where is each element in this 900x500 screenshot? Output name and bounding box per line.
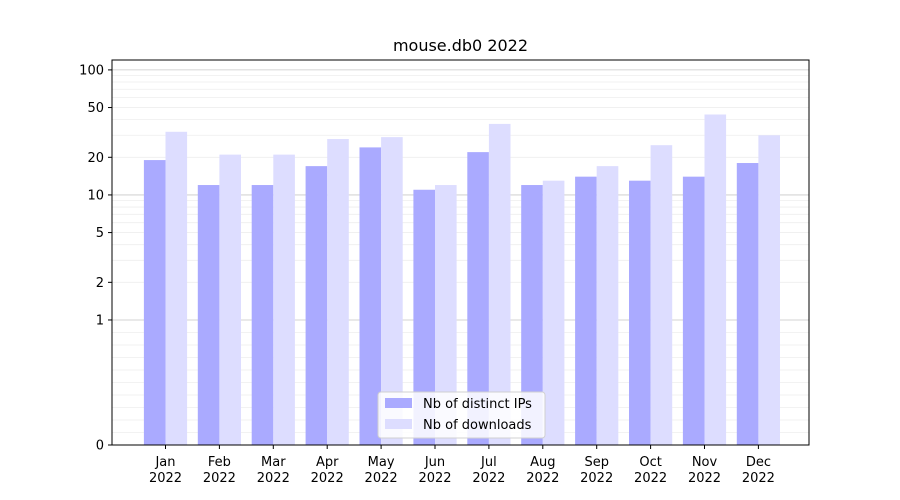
x-axis: Jan 2022 Feb 2022 Mar 2022 Apr 2022 May 2022 Jun 20… (149, 445, 775, 486)
x-tick-label: Jul 2022 (472, 455, 505, 486)
x-tick-label: Dec 2022 (742, 455, 775, 486)
y-tick-label: 1 (96, 313, 104, 328)
legend-swatch (385, 419, 412, 429)
x-tick-label: Feb 2022 (203, 455, 236, 486)
x-tick-label: Mar 2022 (257, 455, 290, 486)
bar-distinct-ips (629, 180, 651, 445)
x-tick-label: Oct 2022 (634, 455, 667, 486)
bar-downloads (381, 137, 403, 445)
x-tick-label: Nov 2022 (688, 455, 721, 486)
bar-distinct-ips (413, 189, 435, 445)
y-tick-label: 10 (87, 188, 104, 203)
y-tick-label: 20 (87, 151, 104, 166)
bar-downloads (435, 185, 457, 445)
bar-downloads (273, 154, 295, 446)
bar-downloads (704, 114, 727, 445)
bar-distinct-ips (197, 185, 220, 445)
y-tick-label: 50 (87, 101, 104, 116)
legend-label: Nb of distinct IPs (423, 397, 532, 412)
bar-downloads (650, 145, 673, 445)
bar-distinct-ips (251, 185, 274, 445)
x-tick-label: Jan 2022 (149, 455, 182, 486)
bar-downloads (219, 154, 241, 446)
y-tick-label: 100 (79, 63, 104, 78)
bar-distinct-ips (305, 166, 328, 445)
bar-distinct-ips (575, 176, 597, 445)
bar-distinct-ips (682, 176, 705, 445)
x-tick-label: Apr 2022 (311, 455, 344, 486)
bars (143, 114, 780, 446)
x-tick-label: Jun 2022 (418, 455, 451, 486)
bar-downloads (596, 166, 619, 445)
bar-distinct-ips (467, 152, 489, 445)
y-tick-label: 2 (96, 276, 104, 291)
x-tick-label: Aug 2022 (526, 455, 559, 486)
y-tick-label: 5 (96, 226, 104, 241)
y-tick-label: 0 (96, 439, 104, 454)
bar-distinct-ips (359, 147, 382, 446)
chart-title: mouse.db0 2022 (393, 36, 528, 55)
plot-frame (111, 59, 810, 446)
bar-distinct-ips (521, 185, 543, 445)
y-axis: 0 1 2 5 10 20 50 100 (79, 63, 112, 454)
legend-label: Nb of downloads (423, 418, 532, 433)
bar-distinct-ips (143, 160, 166, 445)
bar-distinct-ips (736, 163, 759, 445)
bar-downloads (488, 123, 511, 445)
x-tick-label: Sep 2022 (580, 455, 613, 486)
legend: Nb of distinct IPs Nb of downloads (377, 391, 546, 439)
x-tick-label: May 2022 (365, 455, 398, 486)
bar-downloads (327, 139, 349, 445)
legend-box (377, 391, 546, 439)
bar-downloads (758, 135, 780, 445)
bar-downloads (165, 131, 188, 445)
legend-swatch (385, 398, 412, 408)
bar-downloads (542, 180, 565, 445)
